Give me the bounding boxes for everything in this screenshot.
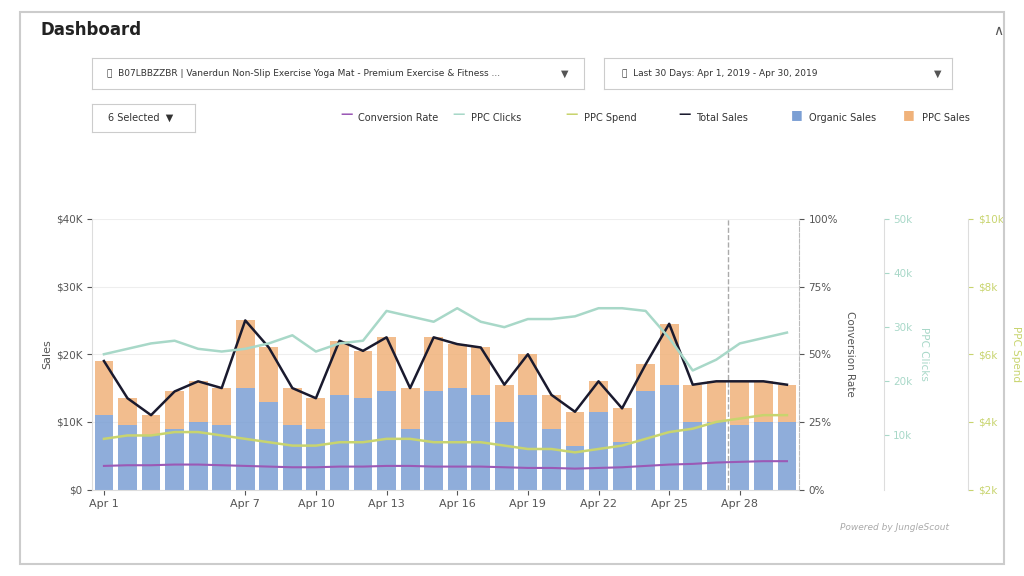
Bar bbox=[730, 381, 750, 425]
Bar bbox=[188, 381, 208, 422]
Bar bbox=[94, 361, 114, 415]
Text: ∧: ∧ bbox=[993, 24, 1004, 37]
Bar bbox=[236, 320, 255, 388]
Bar bbox=[707, 422, 726, 490]
Bar bbox=[283, 388, 302, 425]
Y-axis label: Conversion Rate: Conversion Rate bbox=[845, 312, 855, 397]
Text: Organic Sales: Organic Sales bbox=[809, 113, 877, 123]
Text: PPC Sales: PPC Sales bbox=[922, 113, 970, 123]
Bar bbox=[447, 388, 467, 490]
Bar bbox=[259, 347, 279, 401]
Bar bbox=[659, 385, 679, 490]
Bar bbox=[707, 381, 726, 422]
Bar bbox=[141, 415, 161, 435]
Text: —: — bbox=[340, 108, 352, 121]
Bar bbox=[165, 429, 184, 490]
Text: Dashboard: Dashboard bbox=[41, 21, 142, 39]
Bar bbox=[589, 381, 608, 412]
Bar bbox=[424, 392, 443, 490]
Text: 📅  Last 30 Days: Apr 1, 2019 - Apr 30, 2019: 📅 Last 30 Days: Apr 1, 2019 - Apr 30, 20… bbox=[622, 69, 817, 78]
Bar bbox=[518, 354, 538, 395]
Bar bbox=[306, 398, 326, 429]
Bar bbox=[353, 398, 373, 490]
Text: —: — bbox=[678, 108, 690, 121]
Text: 6 Selected  ▼: 6 Selected ▼ bbox=[108, 113, 173, 123]
Bar bbox=[636, 392, 655, 490]
Bar bbox=[565, 446, 585, 490]
Text: —: — bbox=[565, 108, 578, 121]
Bar bbox=[424, 338, 443, 392]
Bar bbox=[542, 395, 561, 429]
Bar bbox=[612, 442, 632, 490]
Text: —: — bbox=[453, 108, 465, 121]
Bar bbox=[754, 422, 773, 490]
Bar bbox=[94, 415, 114, 490]
Text: Powered by JungleScout: Powered by JungleScout bbox=[840, 523, 948, 532]
Text: ▼: ▼ bbox=[934, 69, 942, 78]
Text: PPC Clicks: PPC Clicks bbox=[471, 113, 521, 123]
Bar bbox=[212, 388, 231, 425]
Bar bbox=[730, 425, 750, 490]
Y-axis label: PPC Spend: PPC Spend bbox=[1011, 326, 1021, 382]
Bar bbox=[118, 425, 137, 490]
Text: Total Sales: Total Sales bbox=[696, 113, 749, 123]
Text: ■: ■ bbox=[791, 108, 802, 121]
Bar bbox=[659, 324, 679, 385]
Bar bbox=[400, 388, 420, 429]
Bar bbox=[777, 385, 797, 422]
Y-axis label: Sales: Sales bbox=[42, 339, 52, 369]
Bar bbox=[236, 388, 255, 490]
Bar bbox=[777, 422, 797, 490]
Text: PPC Spend: PPC Spend bbox=[584, 113, 636, 123]
Bar bbox=[754, 381, 773, 422]
Bar bbox=[589, 412, 608, 490]
Bar bbox=[259, 401, 279, 490]
Bar bbox=[165, 392, 184, 429]
Bar bbox=[377, 392, 396, 490]
Bar bbox=[353, 351, 373, 398]
Bar bbox=[683, 422, 702, 490]
Bar bbox=[636, 365, 655, 392]
Y-axis label: PPC Clicks: PPC Clicks bbox=[920, 327, 929, 381]
Bar bbox=[377, 338, 396, 392]
Bar bbox=[542, 429, 561, 490]
Text: 🏔  B07LBBZZBR | Vanerdun Non-Slip Exercise Yoga Mat - Premium Exercise & Fitness: 🏔 B07LBBZZBR | Vanerdun Non-Slip Exercis… bbox=[106, 69, 500, 78]
Bar bbox=[306, 429, 326, 490]
Bar bbox=[565, 412, 585, 446]
Bar bbox=[495, 422, 514, 490]
Bar bbox=[495, 385, 514, 422]
Bar bbox=[283, 425, 302, 490]
Text: ▼: ▼ bbox=[561, 69, 569, 78]
Bar bbox=[141, 435, 161, 490]
Bar bbox=[471, 347, 490, 395]
Bar bbox=[330, 340, 349, 395]
Bar bbox=[612, 408, 632, 442]
Bar bbox=[188, 422, 208, 490]
Bar bbox=[683, 385, 702, 422]
Bar bbox=[118, 398, 137, 425]
Text: Conversion Rate: Conversion Rate bbox=[358, 113, 438, 123]
Bar bbox=[330, 395, 349, 490]
Bar bbox=[447, 344, 467, 388]
Text: ■: ■ bbox=[903, 108, 914, 121]
Bar bbox=[471, 395, 490, 490]
Bar bbox=[212, 425, 231, 490]
Bar bbox=[400, 429, 420, 490]
Bar bbox=[518, 395, 538, 490]
